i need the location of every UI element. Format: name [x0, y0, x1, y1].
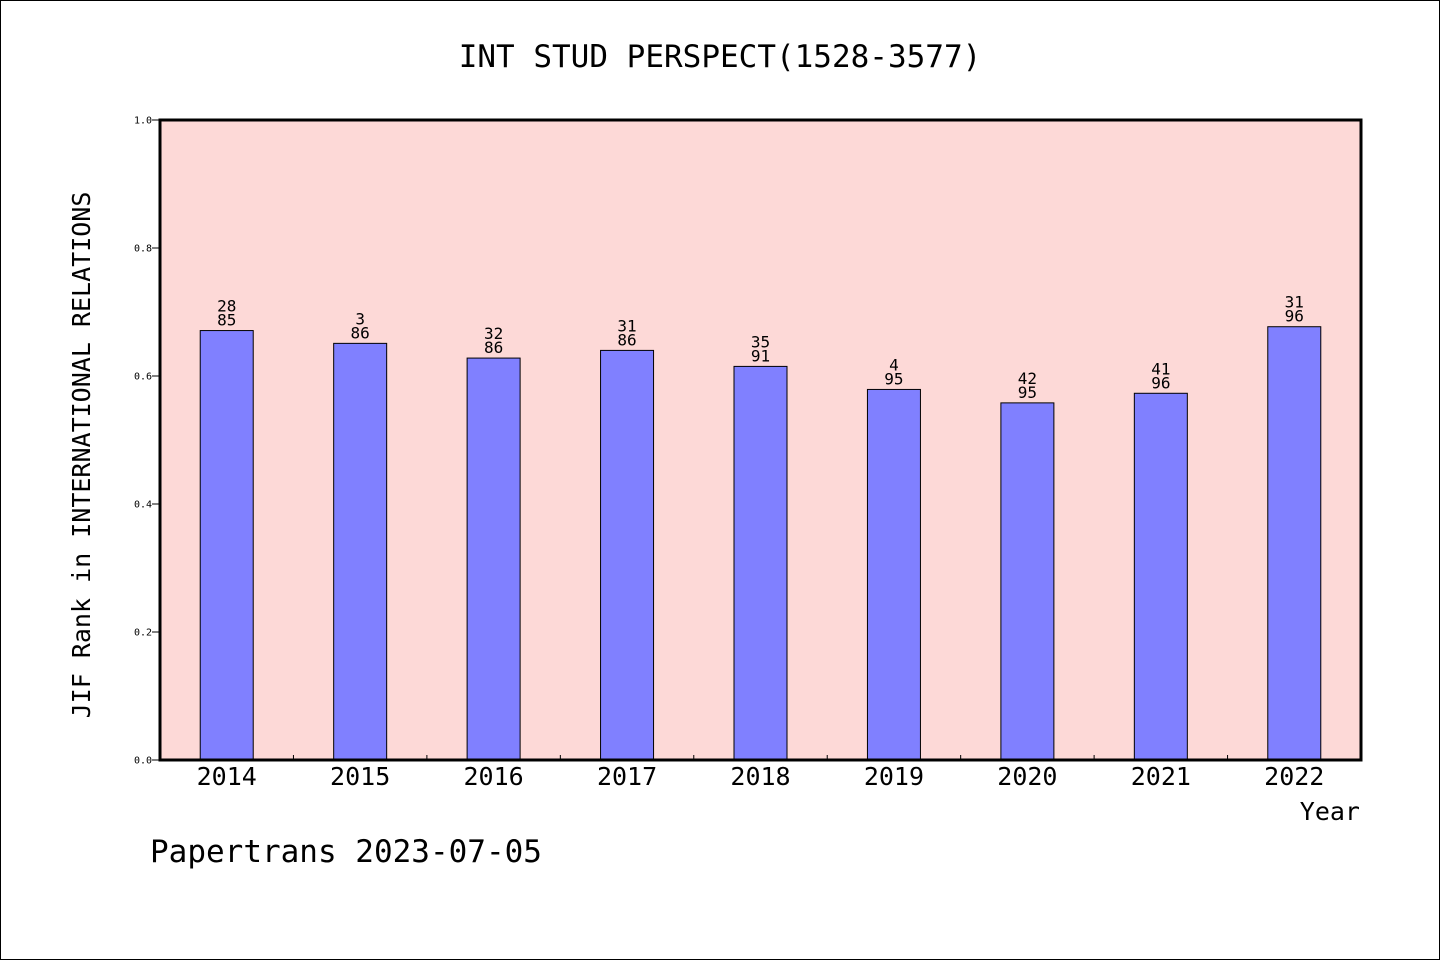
- bar-label-bottom-2019: 95: [884, 369, 903, 388]
- y-tick-label: 0.2: [134, 628, 152, 639]
- y-tick-label: 0.8: [134, 244, 152, 255]
- bar-2015: [333, 342, 388, 761]
- y-tick-label: 1.0: [134, 116, 152, 127]
- x-tick-label-2022: 2022: [1264, 762, 1324, 791]
- bar-label-bottom-2016: 86: [484, 338, 503, 357]
- bar-2022: [1267, 326, 1322, 761]
- y-tick-label: 0.6: [134, 372, 152, 383]
- x-tick-label-2021: 2021: [1131, 762, 1191, 791]
- bar-label-bottom-2017: 86: [617, 330, 636, 349]
- bar-label-top-2020: 42: [1018, 369, 1037, 388]
- bar-label-bottom-2022: 96: [1285, 307, 1304, 326]
- bar-label-bottom-2014: 85: [217, 311, 236, 330]
- x-tick-label-2016: 2016: [464, 762, 524, 791]
- x-axis-label: Year: [1300, 797, 1360, 826]
- bar-label-top-2015: 3: [355, 309, 365, 328]
- bar-label-top-2016: 32: [484, 324, 503, 343]
- x-tick-label-2019: 2019: [864, 762, 924, 791]
- bar-2021: [1133, 392, 1188, 761]
- bar-2016: [466, 357, 521, 761]
- bar-label-top-2018: 35: [751, 332, 770, 351]
- bar-label-bottom-2021: 96: [1151, 373, 1170, 392]
- x-tick-label-2014: 2014: [197, 762, 257, 791]
- y-axis-ticks: 0.0 0.2 0.4 0.6 0.8 1.0: [134, 116, 160, 767]
- bar-label-top-2017: 31: [617, 316, 636, 335]
- bar-label-bottom-2018: 91: [751, 346, 770, 365]
- bar-2020: [1000, 402, 1055, 761]
- bar-label-bottom-2020: 95: [1018, 383, 1037, 402]
- chart-title: INT STUD PERSPECT(1528-3577): [459, 39, 982, 75]
- plot-border: [158, 118, 1363, 762]
- x-tick-label-2018: 2018: [730, 762, 790, 791]
- bar-2018: [733, 365, 788, 761]
- x-axis-ticks: 2014 2015 2016 2017 2018 2019 2020 2021 2022: [197, 755, 1324, 791]
- bar-label-top-2019: 4: [889, 355, 899, 374]
- bar-label-top-2014: 28: [217, 297, 236, 316]
- x-tick-label-2017: 2017: [597, 762, 657, 791]
- y-tick-label: 0.4: [134, 500, 152, 511]
- bar-label-bottom-2015: 86: [351, 323, 370, 342]
- y-tick-label: 0.0: [134, 756, 152, 767]
- x-tick-label-2020: 2020: [997, 762, 1057, 791]
- y-axis-label: JIF Rank in INTERNATIONAL RELATIONS: [67, 192, 96, 719]
- bar-2017: [600, 349, 655, 761]
- bar-2014: [199, 330, 254, 761]
- bar-label-top-2022: 31: [1285, 293, 1304, 312]
- footer-credit: Papertrans 2023-07-05: [150, 834, 542, 870]
- x-tick-label-2015: 2015: [330, 762, 390, 791]
- bar-label-top-2021: 41: [1151, 359, 1170, 378]
- bar-2019: [866, 388, 921, 761]
